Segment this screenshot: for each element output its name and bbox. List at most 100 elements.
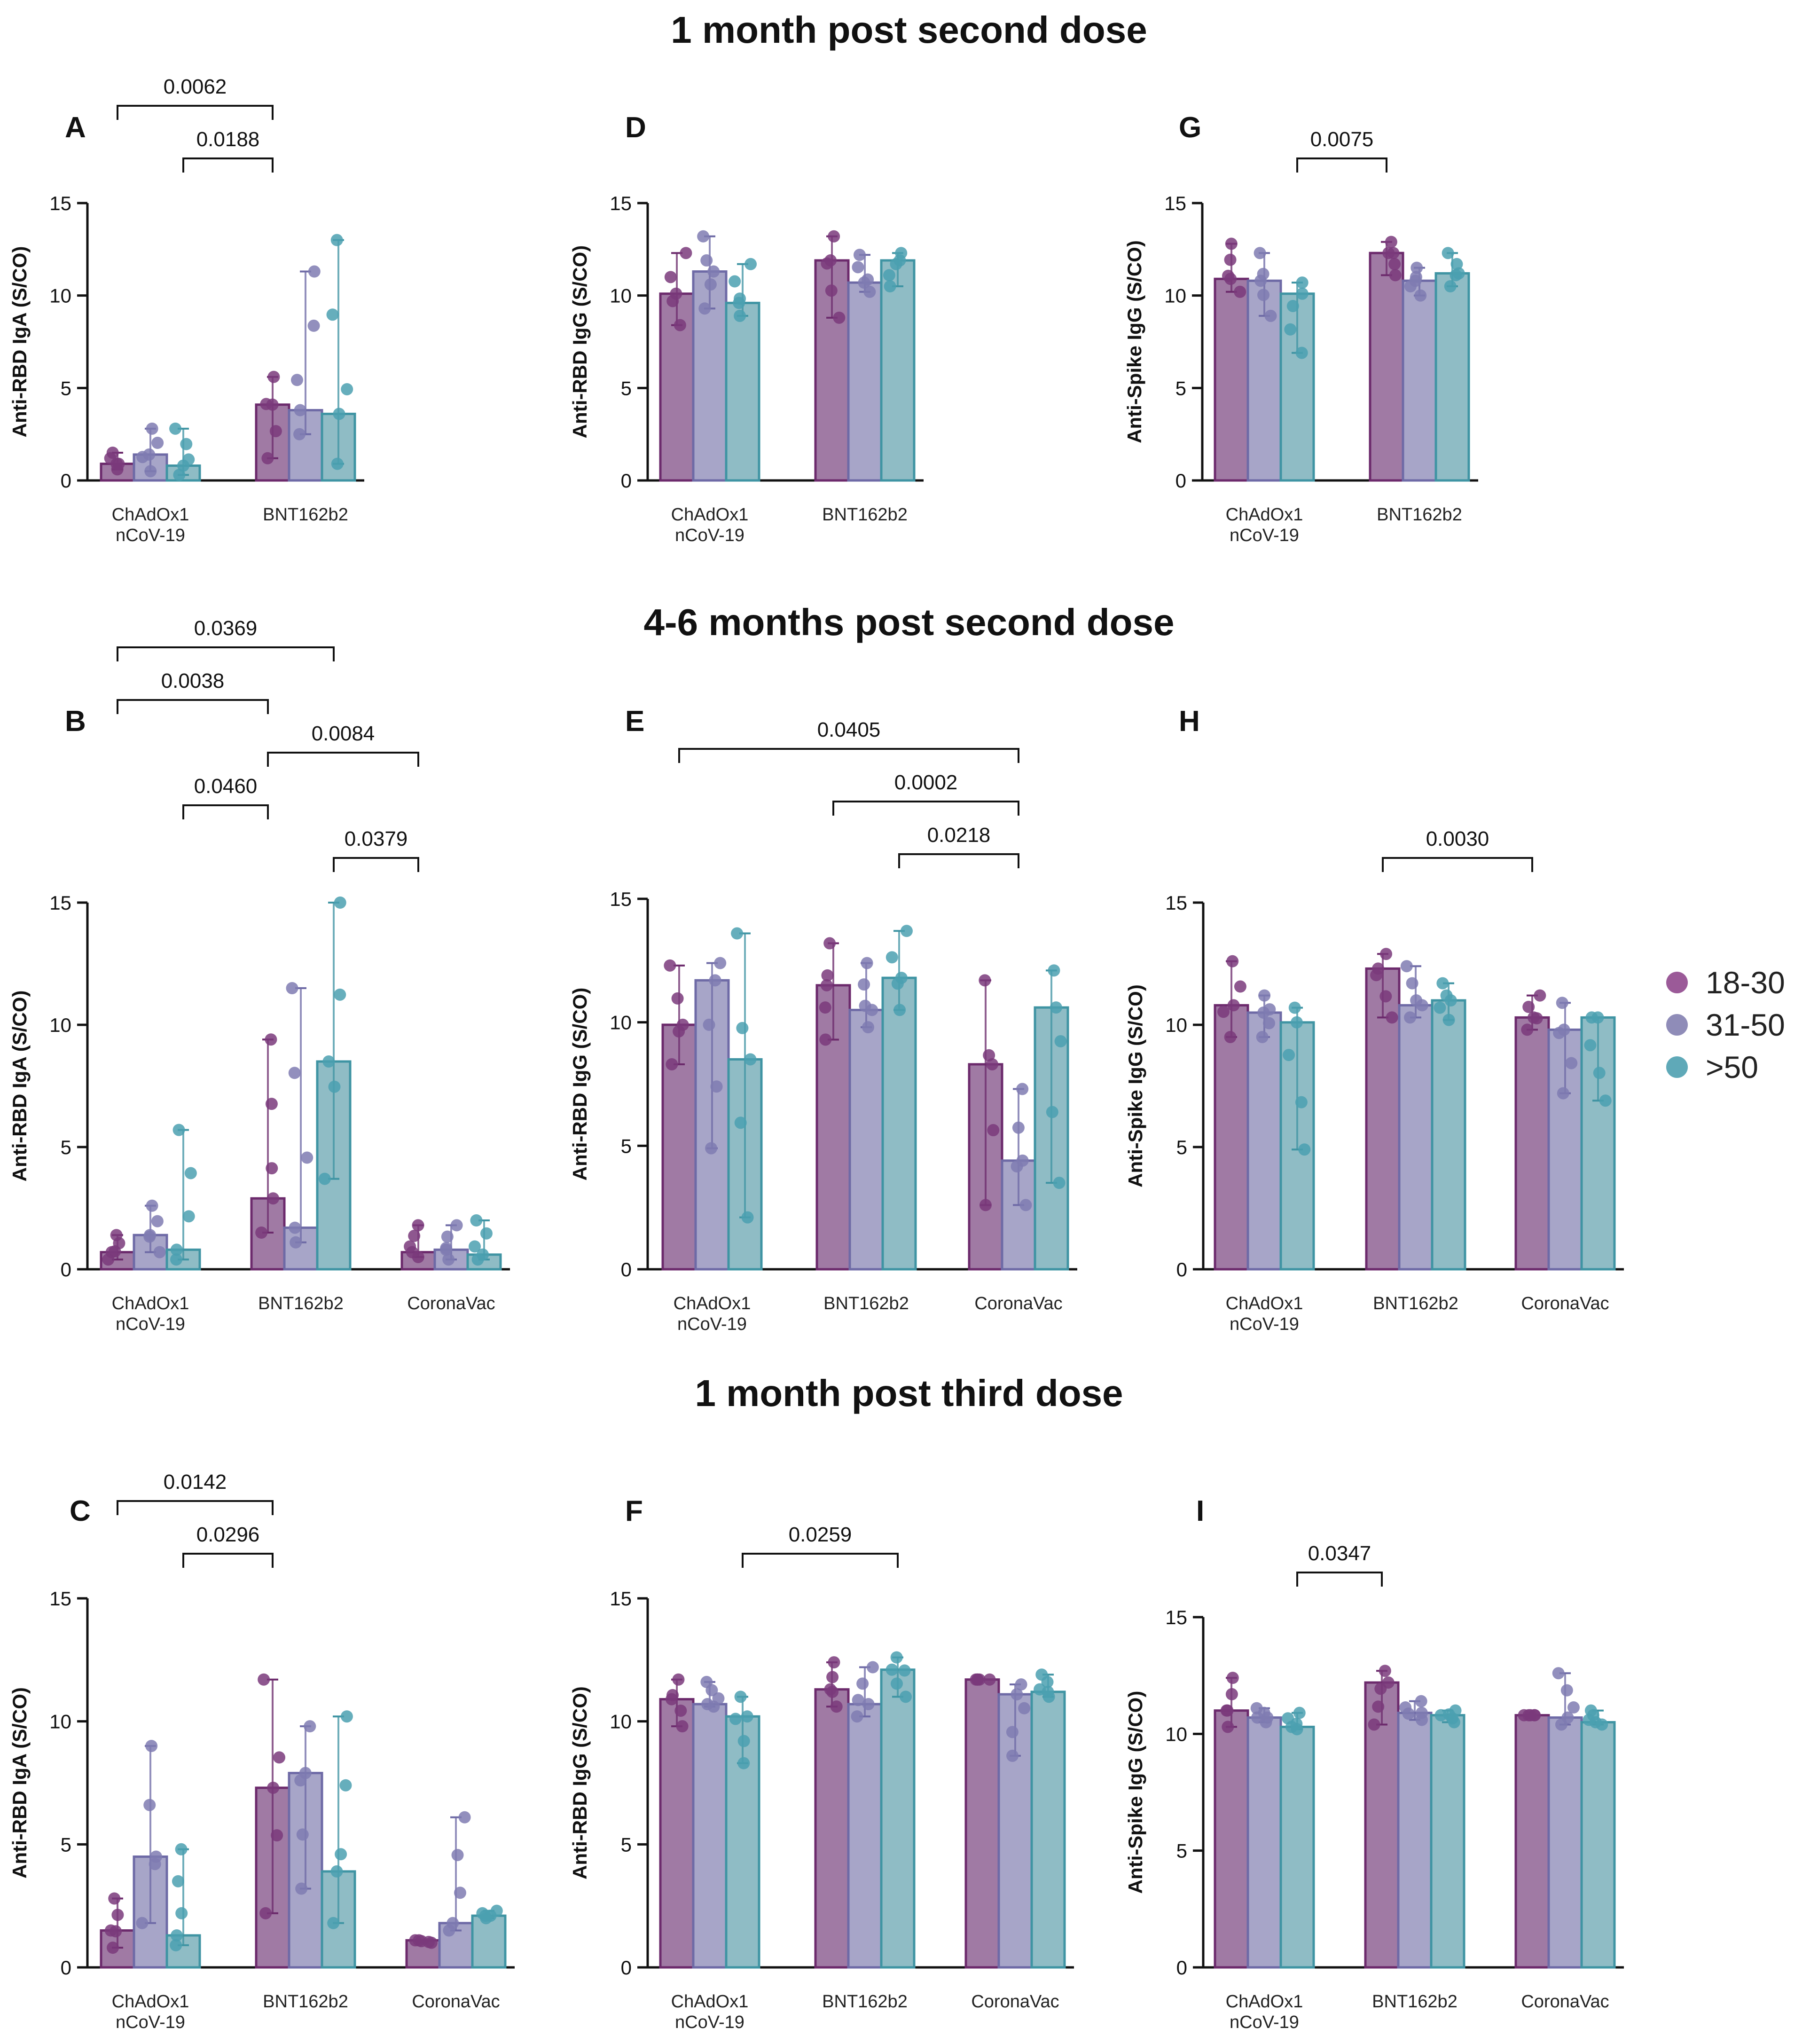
bar->50 [880, 1668, 916, 1969]
bar->50 [1580, 1721, 1616, 1969]
legend-label-over-50: >50 [1706, 1050, 1758, 1085]
data-point [885, 1663, 898, 1676]
data-point [734, 309, 746, 322]
data-point [863, 285, 876, 298]
significance-bracket [333, 857, 419, 872]
data-point [1225, 237, 1238, 250]
data-point [290, 1236, 302, 1249]
data-point [703, 1018, 715, 1031]
y-tick-label: 5 [61, 1136, 71, 1158]
p-value-label: 0.0038 [161, 669, 225, 692]
data-point [104, 1924, 117, 1937]
y-axis-label: Anti-Spike IgG (S/CO) [1124, 984, 1146, 1187]
y-tick-label: 0 [1176, 1957, 1187, 1979]
significance-bracket [1296, 157, 1387, 173]
y-tick-label: 5 [621, 377, 632, 399]
bar-31-50 [1402, 279, 1437, 482]
bar-18-30 [1514, 1714, 1550, 1969]
data-point [442, 1253, 455, 1266]
data-point [1382, 1676, 1395, 1689]
y-tick-label: 5 [621, 1135, 632, 1157]
x-tick-label: BNT162b2 [1377, 505, 1462, 525]
data-point [819, 1001, 831, 1014]
y-tick-label: 0 [61, 470, 71, 492]
p-value-label: 0.0030 [1426, 827, 1489, 850]
data-point [1452, 267, 1465, 280]
data-point [1222, 1721, 1234, 1733]
data-point [454, 1887, 466, 1899]
data-point [173, 469, 186, 481]
x-tick-label: CoronaVac [407, 1294, 495, 1313]
y-tick-label: 15 [610, 1588, 632, 1610]
data-point [1450, 258, 1463, 270]
data-point [296, 1828, 309, 1841]
panel-E: E 0 5 10 15 Anti-RBD IgG (S/CO) ChAdOx1 nCoV-19… [569, 705, 1077, 1334]
bar->50 [1580, 1016, 1616, 1271]
data-point [1415, 1695, 1427, 1707]
data-point [900, 925, 913, 937]
data-point [1380, 948, 1393, 960]
data-point [744, 258, 757, 270]
data-point [1284, 323, 1297, 336]
data-point [1442, 247, 1454, 259]
y-tick-label: 5 [621, 1833, 632, 1855]
bar-31-50 [1246, 1716, 1282, 1969]
data-point [1372, 1700, 1385, 1713]
data-point [307, 319, 320, 332]
data-point [289, 1221, 301, 1234]
data-point [335, 1848, 347, 1861]
data-point [153, 1246, 166, 1258]
data-point [105, 1246, 118, 1258]
data-point [413, 1934, 425, 1947]
data-point [145, 1740, 158, 1752]
panel-C: C 0 5 10 15 Anti-RBD IgA (S/CO) ChAdOx1 nCoV-19… [8, 1470, 515, 2032]
data-point [266, 1162, 278, 1175]
significance-bracket [182, 1553, 274, 1568]
data-point [172, 1875, 184, 1887]
significance-bracket [1382, 857, 1533, 872]
p-value-label: 0.0188 [196, 128, 260, 151]
data-point [1006, 1749, 1019, 1762]
x-tick-label: ChAdOx1 nCoV-19 [1226, 1294, 1303, 1334]
bar-31-50 [1398, 1004, 1434, 1271]
legend-item-31-50: 31-50 [1666, 1004, 1785, 1046]
data-point [734, 1690, 747, 1703]
data-point [184, 1167, 197, 1179]
panel-letter: I [1196, 1495, 1204, 1527]
p-value-label: 0.0379 [345, 827, 408, 850]
bar-31-50 [847, 281, 883, 482]
data-point [1584, 1039, 1597, 1052]
panel-F: F 0 5 10 15 Anti-RBD IgG (S/CO) ChAdOx1 nCoV-19… [569, 1495, 1074, 2032]
data-point [851, 1710, 863, 1723]
significance-bracket [117, 699, 269, 714]
data-point [259, 1907, 272, 1919]
data-point [267, 1192, 280, 1205]
y-tick-label: 10 [49, 1014, 71, 1036]
data-point [1404, 1011, 1417, 1024]
y-tick-label: 5 [61, 377, 71, 399]
panel-letter: F [625, 1495, 643, 1527]
y-axis-label: Anti-RBD IgG (S/CO) [569, 245, 591, 439]
data-point [1409, 275, 1422, 287]
data-point [110, 1229, 123, 1242]
data-point [1224, 273, 1237, 285]
data-point [1589, 1716, 1602, 1729]
data-point [1264, 309, 1277, 322]
data-point [301, 1151, 313, 1164]
data-point [1258, 989, 1271, 1002]
p-value-label: 0.0347 [1308, 1542, 1371, 1565]
data-point [819, 1033, 832, 1046]
data-point [895, 972, 908, 984]
data-point [712, 1692, 725, 1705]
data-point [1442, 1014, 1455, 1026]
data-point [1257, 289, 1270, 301]
data-point [1527, 1011, 1540, 1024]
panel-letter: G [1179, 111, 1201, 144]
data-point [1286, 299, 1299, 312]
data-point [893, 254, 906, 267]
data-point [330, 234, 343, 246]
data-point [331, 457, 344, 470]
data-point [890, 1677, 903, 1690]
y-tick-label: 5 [1175, 377, 1186, 399]
